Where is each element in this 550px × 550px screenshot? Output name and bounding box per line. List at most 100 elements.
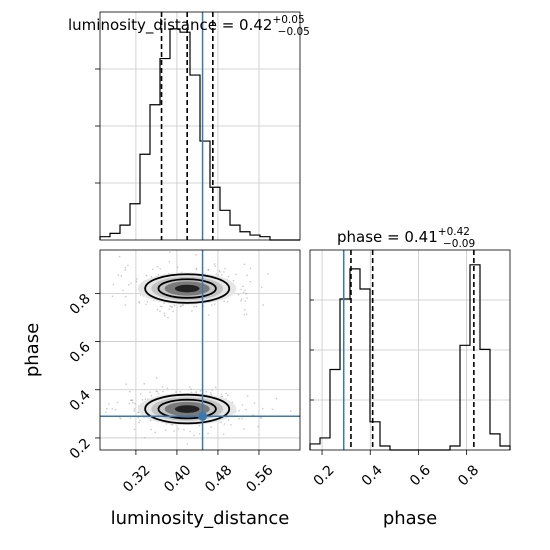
scatter-point [207, 269, 210, 271]
scatter-point [157, 393, 160, 395]
scatter-point [267, 272, 269, 275]
scatter-point [125, 383, 128, 386]
scatter-point [139, 419, 141, 422]
scatter-point [211, 389, 213, 391]
scatter-point [145, 303, 147, 306]
scatter-point [143, 416, 145, 419]
title-name: phase = 0.41 [337, 228, 438, 246]
histogram-step-luminosity-distance [99, 28, 300, 241]
scatter-point [223, 271, 225, 273]
scatter-point [170, 305, 172, 308]
scatter-point [118, 255, 121, 258]
scatter-point [191, 310, 193, 312]
scatter-point [177, 428, 180, 430]
scatter-point [240, 298, 243, 301]
scatter-point [262, 304, 264, 306]
scatter-point [243, 263, 246, 266]
scatter-point [209, 392, 212, 394]
scatter-point [150, 395, 153, 397]
scatter-point [161, 386, 164, 388]
scatter-point [174, 304, 176, 307]
scatter-point [141, 399, 144, 401]
scatter-point [179, 391, 181, 393]
scatter-point [138, 300, 140, 303]
scatter-point [163, 314, 166, 317]
scatter-point [207, 432, 209, 435]
scatter-point [246, 274, 248, 277]
scatter-point [227, 419, 230, 421]
scatter-point [195, 305, 198, 308]
panel-phase-hist [309, 249, 511, 451]
scatter-point [124, 295, 127, 298]
scatter-point [210, 304, 213, 306]
density-core [174, 405, 200, 413]
scatter-point [175, 391, 177, 393]
scatter-point [242, 291, 245, 293]
scatter-point [217, 274, 219, 277]
scatter-point [261, 407, 264, 410]
scatter-point [124, 269, 127, 271]
scatter-point [157, 273, 160, 276]
title-name: luminosity_distance = 0.42 [68, 16, 272, 35]
x-tick-label: 0.4 [359, 462, 386, 489]
scatter-point [131, 401, 134, 404]
scatter-point [130, 399, 132, 401]
scatter-point [214, 265, 217, 267]
scatter-point [159, 268, 161, 270]
scatter-point [244, 300, 246, 302]
contour-outer [144, 393, 231, 425]
scatter-point [128, 402, 131, 405]
scatter-point [190, 391, 193, 394]
x-axis-label: phase [383, 508, 437, 529]
scatter-point [155, 390, 158, 392]
scatter-point [195, 391, 198, 394]
scatter-point [190, 388, 192, 390]
scatter-point [221, 395, 224, 398]
scatter-point [111, 408, 114, 410]
scatter-point [152, 268, 154, 271]
scatter-point [223, 300, 225, 303]
scatter-point [139, 294, 142, 296]
scatter-point [112, 283, 115, 286]
histogram-step-phase [309, 264, 511, 451]
scatter-point [172, 310, 174, 313]
scatter-point [198, 424, 201, 427]
scatter-point [133, 428, 136, 431]
scatter-point [210, 426, 212, 429]
scatter-point [199, 390, 202, 392]
scatter-point [242, 285, 244, 288]
scatter-point [245, 292, 247, 295]
x-tick-label: 0.32 [120, 462, 153, 495]
scatter-point [122, 289, 124, 292]
x-tick-label: 0.2 [311, 462, 338, 489]
scatter-point [108, 403, 110, 405]
density-core [174, 284, 200, 293]
scatter-point [154, 431, 156, 434]
scatter-point [156, 308, 159, 311]
scatter-point [119, 417, 122, 420]
scatter-point [130, 399, 133, 402]
scatter-point [127, 283, 130, 286]
scatter-point [210, 393, 213, 396]
scatter-point [161, 305, 163, 308]
scatter-point [159, 310, 161, 312]
scatter-point [179, 305, 182, 308]
scatter-point [275, 397, 278, 400]
scatter-point [213, 263, 216, 265]
scatter-point [238, 417, 241, 420]
scatter-point [220, 396, 222, 398]
title-minus: −0.09 [443, 238, 475, 250]
scatter-point [246, 297, 248, 299]
scatter-point [169, 305, 171, 307]
scatter-point [173, 430, 175, 432]
title-luminosity-distance: luminosity_distance = 0.42+0.05 −0.05 [68, 14, 310, 38]
scatter-point [137, 411, 139, 414]
scatter-point [232, 279, 235, 282]
scatter-point [133, 410, 136, 412]
scatter-point [195, 254, 197, 256]
y-tick-label: 0.8 [67, 291, 94, 318]
scatter-point [240, 299, 242, 302]
scatter-point [131, 399, 134, 401]
x-axis-label: luminosity_distance [111, 508, 290, 529]
scatter-point [249, 280, 251, 283]
